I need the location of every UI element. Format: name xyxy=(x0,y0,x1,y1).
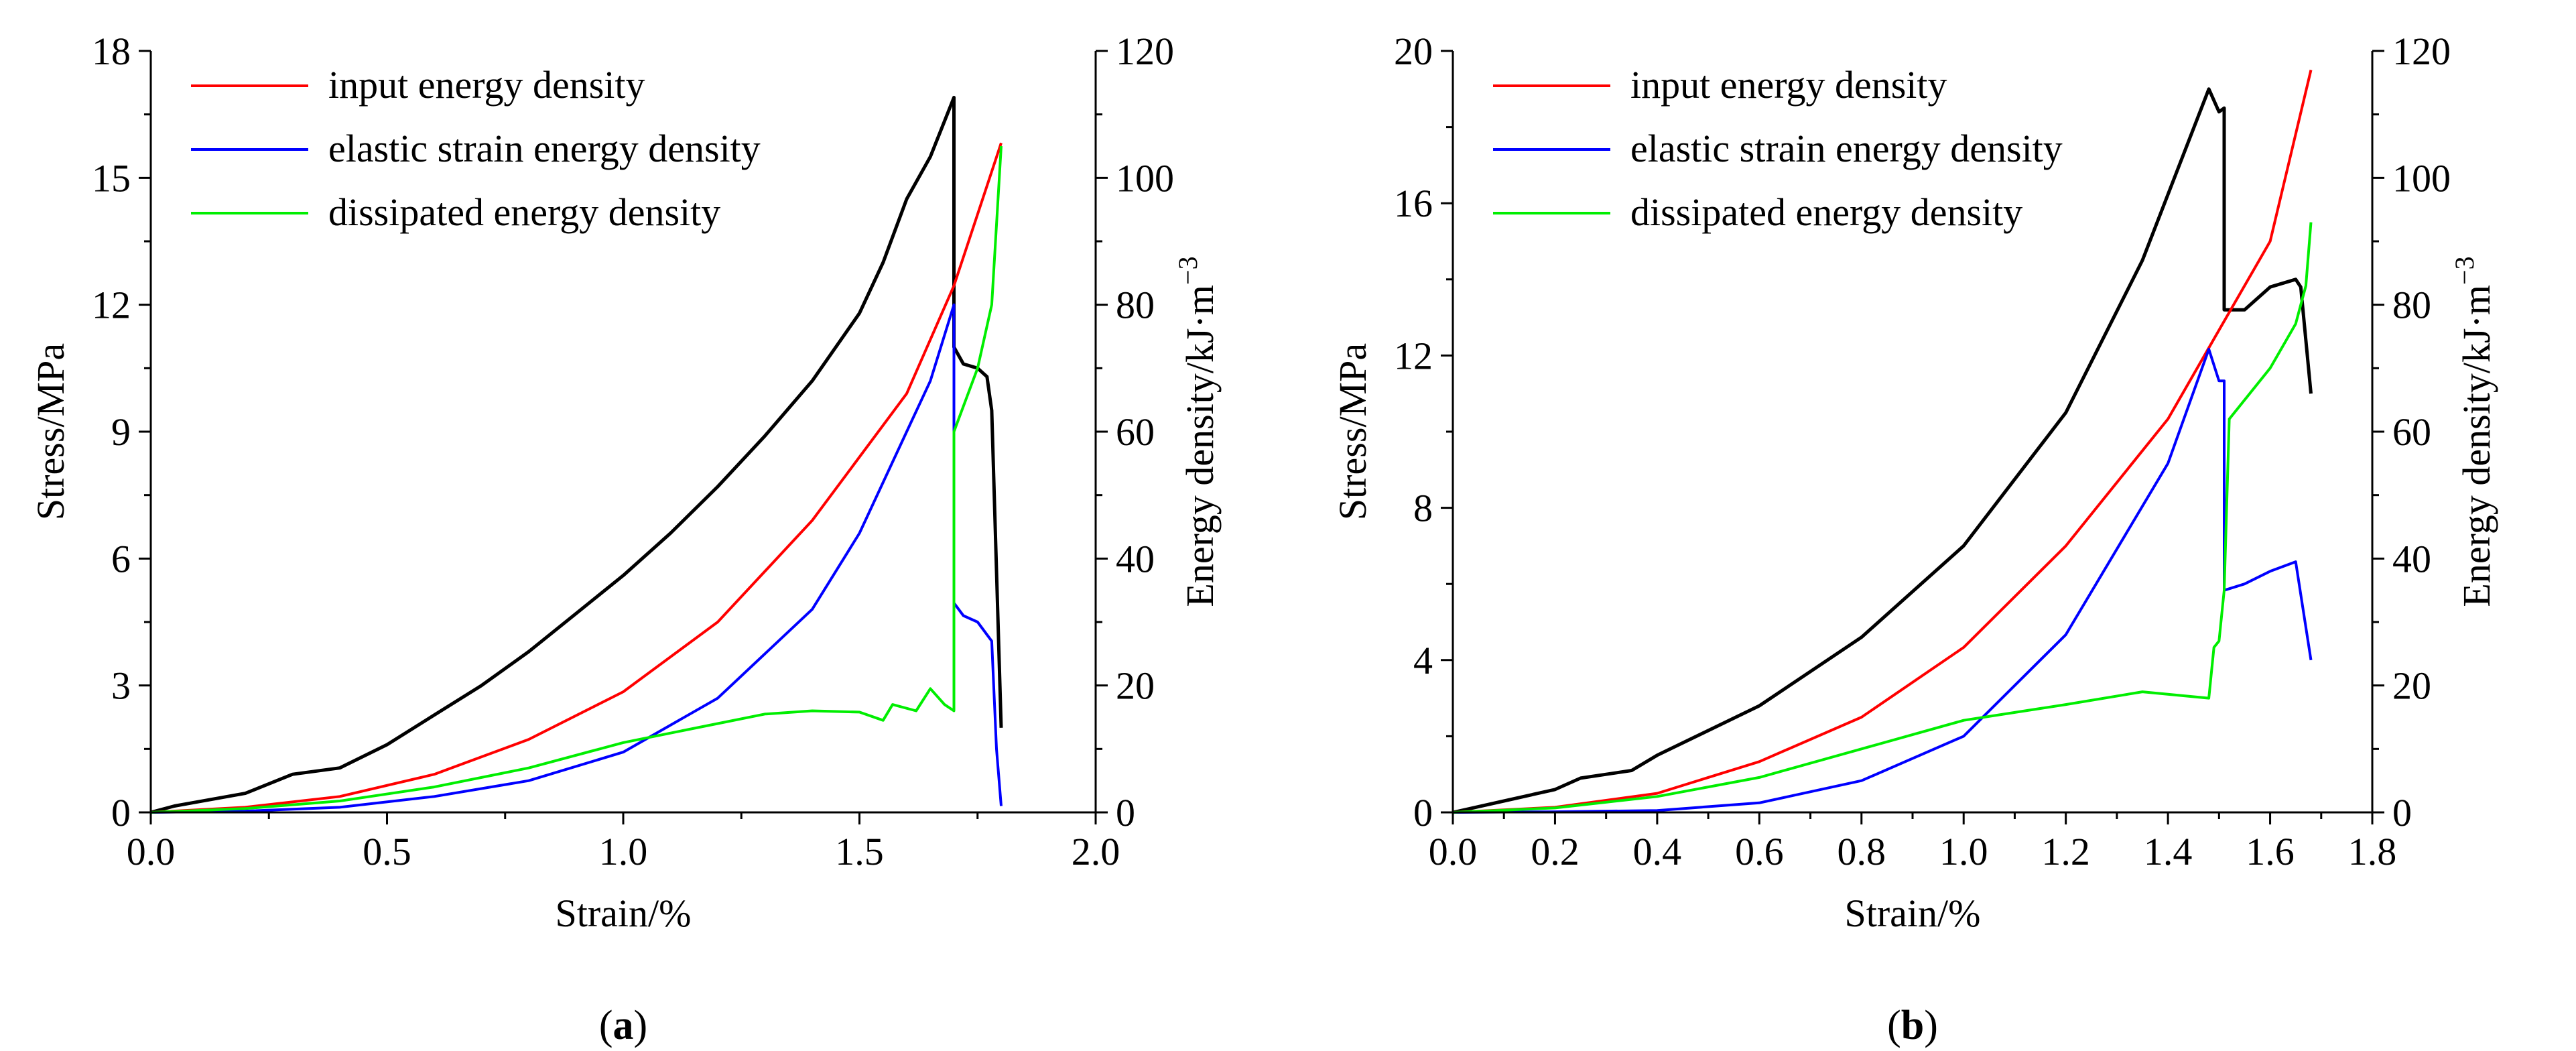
chart0-x-tick-label: 0.5 xyxy=(363,830,411,873)
chart0-y-right-tick-label: 100 xyxy=(1116,156,1174,200)
chart1-legend-label: elastic strain energy density xyxy=(1630,127,2063,170)
chart0-x-tick-label: 0.0 xyxy=(127,830,176,873)
chart1-legend-label: input energy density xyxy=(1630,63,1947,107)
chart0-y-right-tick-label: 120 xyxy=(1116,29,1174,73)
chart1-y-right-axis-title-superscript: −3 xyxy=(2449,256,2480,285)
chart0-y-left-axis-title: Stress/MPa xyxy=(29,343,72,520)
chart0-legend-label: dissipated energy density xyxy=(328,190,720,234)
chart0-x-axis-title: Strain/% xyxy=(556,891,692,935)
chart0-y-right-axis-title: Energy density/kJ·m−3 xyxy=(1173,256,1222,607)
chart0-y-left-tick-label: 0 xyxy=(111,791,131,834)
chart1-dissipated-energy-density-curve xyxy=(1453,222,2313,814)
chart1-x-tick-label: 1.4 xyxy=(2144,830,2193,873)
chart1-legend-label: dissipated energy density xyxy=(1630,190,2022,234)
chart0-y-right-axis-title-superscript: −3 xyxy=(1173,256,1203,285)
chart1-y-right-tick-label: 120 xyxy=(2392,29,2451,73)
chart0-y-right-tick-label: 60 xyxy=(1116,410,1155,454)
chart1-y-left-tick-label: 20 xyxy=(1394,29,1433,73)
chart0-y-left-tick-label: 12 xyxy=(92,284,131,327)
chart1-y-left-tick-label: 12 xyxy=(1394,334,1433,377)
chart0-y-left-tick-label: 9 xyxy=(111,410,131,454)
chart1-panel-label-letter: b xyxy=(1901,1003,1924,1048)
chart1-panel-label: (b) xyxy=(1887,1003,1938,1048)
chart1-stress-curve xyxy=(1453,87,2313,814)
chart1-y-right-tick-label: 80 xyxy=(2392,284,2431,327)
chart1-x-tick-label: 0.4 xyxy=(1633,830,1682,873)
chart0-y-right-tick-label: 80 xyxy=(1116,284,1155,327)
chart-a-canvas: 0.0 0.5 1.0 1.5 2.00369121518020406080100120… xyxy=(29,29,1222,1048)
chart1-y-left-tick-label: 4 xyxy=(1413,639,1433,682)
chart1-y-left-tick-label: 0 xyxy=(1413,791,1433,834)
chart0-dissipated-energy-density-curve xyxy=(151,145,1003,814)
chart1-y-right-tick-label: 0 xyxy=(2392,791,2412,834)
chart1-x-tick-label: 0.2 xyxy=(1531,830,1580,873)
chart0-y-left-tick-label: 6 xyxy=(111,537,131,580)
chart1-elastic-strain-energy-density-curve xyxy=(1453,347,2313,814)
chart0-x-tick-label: 1.0 xyxy=(599,830,648,873)
chart1-y-right-tick-label: 20 xyxy=(2392,664,2431,708)
chart1-x-tick-label: 0.6 xyxy=(1735,830,1784,873)
chart1-y-right-tick-label: 100 xyxy=(2392,156,2451,200)
chart0-y-left-tick-label: 18 xyxy=(92,29,131,73)
chart1-x-tick-label: 1.8 xyxy=(2348,830,2397,873)
chart0-panel-label: (a) xyxy=(599,1003,647,1048)
chart0-legend-label: input energy density xyxy=(328,63,645,107)
chart1-input-energy-density-curve xyxy=(1453,69,2313,814)
chart1-y-right-tick-label: 60 xyxy=(2392,410,2431,454)
chart0-elastic-strain-energy-density-curve xyxy=(151,303,1003,814)
chart0-stress-curve xyxy=(151,95,1003,814)
chart0-x-tick-label: 2.0 xyxy=(1072,830,1120,873)
chart0-y-right-tick-label: 0 xyxy=(1116,791,1135,834)
chart0-legend-label: elastic strain energy density xyxy=(328,127,761,170)
chart1-y-left-axis-title: Stress/MPa xyxy=(1331,343,1374,520)
chart0-y-right-tick-label: 40 xyxy=(1116,537,1155,580)
chart0-panel-label-letter: a xyxy=(613,1003,634,1048)
chart0-y-left-tick-label: 15 xyxy=(92,156,131,200)
chart1-y-right-axis-title: Energy density/kJ·m−3 xyxy=(2449,256,2498,607)
chart1-y-left-tick-label: 8 xyxy=(1413,487,1433,530)
chart1-x-tick-label: 1.6 xyxy=(2246,830,2295,873)
chart-panel-b: 0.0 0.2 0.4 0.6 0.8 1.0 1.2 1.4 1.6 1.8 0 4 8 12 16 20 0… xyxy=(1288,0,2576,1051)
chart1-x-tick-label: 0.8 xyxy=(1838,830,1886,873)
chart-panel-a: 0.0 0.5 1.0 1.5 2.0 0 3 6 9 12 15 18 0 20 40 60 80 100 120… xyxy=(29,29,1222,1048)
chart1-y-left-tick-label: 16 xyxy=(1394,182,1433,225)
chart1-series-group xyxy=(1453,69,2313,814)
chart0-y-left-tick-label: 3 xyxy=(111,664,131,708)
chart1-x-tick-label: 0.0 xyxy=(1429,830,1478,873)
chart0-series-group xyxy=(151,95,1003,814)
chart0-y-right-tick-label: 20 xyxy=(1116,664,1155,708)
chart1-x-tick-label: 1.0 xyxy=(1939,830,1988,873)
chart0-x-tick-label: 1.5 xyxy=(835,830,884,873)
chart0-input-energy-density-curve xyxy=(151,142,1003,814)
chart-b-canvas: 0.0 0.2 0.4 0.6 0.8 1.0 1.2 1.4 1.6 1.80481216200… xyxy=(1331,29,2498,1048)
chart1-y-right-tick-label: 40 xyxy=(2392,537,2431,580)
chart1-x-axis-title: Strain/% xyxy=(1845,891,1981,935)
chart1-x-tick-label: 1.2 xyxy=(2041,830,2090,873)
